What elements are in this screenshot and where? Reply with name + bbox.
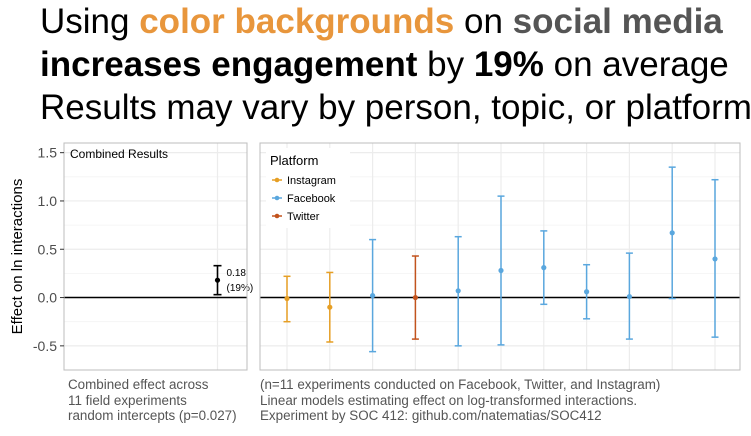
experiment-estimate-point xyxy=(412,294,418,301)
headline-highlight-color-backgrounds: color backgrounds xyxy=(139,2,455,41)
effect-chart: 0.18 (19%) Combined Results -0.5 0.0 0.5 1.0 1… xyxy=(9,142,741,371)
experiment-estimate-point xyxy=(712,256,718,262)
experiment-estimate-point xyxy=(455,288,461,294)
panel-title: Combined Results xyxy=(70,147,168,161)
combined-estimate-percent-label: (19%) xyxy=(227,283,254,294)
experiments-caption: (n=11 experiments conducted on Facebook,… xyxy=(260,377,660,424)
experiment-estimate-point xyxy=(370,293,376,299)
headline-bold-percent: 19% xyxy=(473,45,544,84)
y-tick-label: -0.5 xyxy=(33,338,57,354)
combined-results-panel: 0.18 (19%) Combined Results xyxy=(63,142,254,371)
legend-background xyxy=(266,148,350,228)
legend-key-point xyxy=(274,177,280,183)
caption-line: Linear models estimating effect on log-t… xyxy=(260,392,638,408)
caption-line: 11 field experiments xyxy=(68,392,187,408)
headline-text: on average xyxy=(543,45,729,84)
headline-text: by xyxy=(417,45,474,84)
headline-bold-increases-engagement: increases engagement xyxy=(40,45,418,84)
caption-line: Combined effect across xyxy=(68,377,209,392)
legend-key-point xyxy=(274,195,280,201)
experiment-estimate-point xyxy=(284,295,290,302)
experiment-estimate-point xyxy=(541,265,547,271)
y-tick-label: 1.5 xyxy=(38,145,58,161)
headline-text: on xyxy=(454,2,513,41)
legend-title: Platform xyxy=(270,153,318,168)
caption-line: Experiment by SOC 412: github.com/natema… xyxy=(260,408,602,423)
legend-label-instagram: Instagram xyxy=(287,175,336,187)
experiment-estimate-point xyxy=(626,293,633,300)
legend-label-twitter: Twitter xyxy=(287,211,320,223)
headline-line-3: Results may vary by person, topic, or pl… xyxy=(40,88,751,127)
headline-text: Using xyxy=(40,2,140,41)
y-tick-label: 0.0 xyxy=(38,290,58,306)
headline-line-1: Using color backgrounds on social media xyxy=(40,1,723,43)
combined-estimate-point xyxy=(214,277,221,283)
y-tick-label: 0.5 xyxy=(38,241,58,257)
combined-panel-border xyxy=(63,142,248,371)
headline-highlight-social-media: social media xyxy=(512,2,723,41)
legend-label-facebook: Facebook xyxy=(287,193,336,205)
headline-line-2: increases engagement by 19% on average xyxy=(40,44,729,86)
y-tick-label: 1.0 xyxy=(38,193,58,209)
experiments-panel-border xyxy=(259,142,741,371)
combined-caption: Combined effect across 11 field experime… xyxy=(68,377,237,424)
platform-legend: Platform Instagram Facebook Twitter xyxy=(266,148,350,228)
experiment-estimate-point xyxy=(498,267,504,274)
y-axis-label: Effect on ln interactions xyxy=(9,179,26,335)
experiment-estimate-point xyxy=(669,230,675,236)
combined-panel-background xyxy=(64,143,247,370)
combined-estimate-label: 0.18 xyxy=(227,268,247,279)
caption-line: random intercepts (p=0.027) xyxy=(68,408,237,423)
legend-key-point xyxy=(274,213,280,219)
y-axis: -0.5 0.0 0.5 1.0 1.5 Effect on ln interaction… xyxy=(9,145,64,354)
caption-line: (n=11 experiments conducted on Facebook,… xyxy=(260,377,661,392)
experiment-estimate-point xyxy=(584,289,590,295)
experiment-estimate-point xyxy=(327,304,333,310)
